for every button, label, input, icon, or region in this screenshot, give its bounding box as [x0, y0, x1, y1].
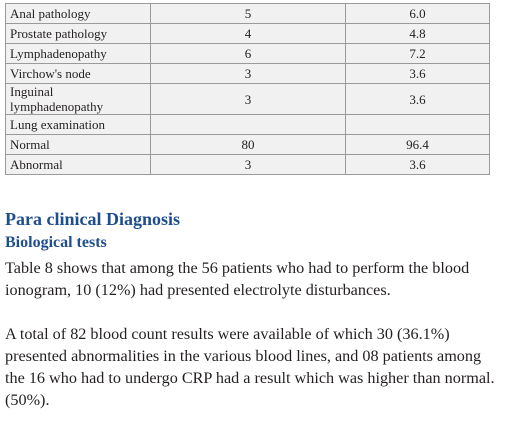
- table-cell: Inguinal lymphadenopathy: [5, 83, 151, 115]
- section-subheading: Biological tests: [5, 234, 107, 251]
- paragraphs: Table 8 shows that among the 56 patients…: [5, 257, 495, 433]
- table-row: Virchow's node 3 3.6: [5, 63, 490, 84]
- table-cell: 3: [150, 83, 346, 115]
- table-cell: 6: [150, 43, 346, 64]
- data-table: Anal pathology 5 6.0 Prostate pathology 4 4.8…: [5, 3, 490, 175]
- table-cell: [150, 114, 346, 135]
- table-row: Abnormal 3 3.6: [5, 154, 490, 175]
- table-row: Lymphadenopathy 6 7.2: [5, 43, 490, 64]
- table-cell: 3.6: [345, 63, 490, 84]
- paragraph: A total of 82 blood count results were a…: [5, 325, 495, 409]
- paragraph: Table 8 shows that among the 56 patients…: [5, 259, 470, 299]
- table-cell: 4: [150, 23, 346, 44]
- table-cell: 3: [150, 154, 346, 175]
- table-cell: 3: [150, 63, 346, 84]
- table-cell: Normal: [5, 134, 151, 155]
- section-heading: Para clinical Diagnosis: [5, 209, 180, 229]
- table-row: Inguinal lymphadenopathy 3 3.6: [5, 83, 490, 115]
- table-cell: Abnormal: [5, 154, 151, 175]
- table-cell: Lymphadenopathy: [5, 43, 151, 64]
- table-row: Lung examination: [5, 114, 490, 135]
- table-cell: 80: [150, 134, 346, 155]
- table-cell: Virchow's node: [5, 63, 151, 84]
- table-cell: Lung examination: [5, 114, 151, 135]
- table-cell: 4.8: [345, 23, 490, 44]
- table-cell: 6.0: [345, 3, 490, 24]
- table-cell: 3.6: [345, 83, 490, 115]
- table-cell: 96.4: [345, 134, 490, 155]
- table-cell: 3.6: [345, 154, 490, 175]
- table-cell: Prostate pathology: [5, 23, 151, 44]
- table-cell: [345, 114, 490, 135]
- table-row: Prostate pathology 4 4.8: [5, 23, 490, 44]
- table-row: Normal 80 96.4: [5, 134, 490, 155]
- table-cell: 5: [150, 3, 346, 24]
- table-row: Anal pathology 5 6.0: [5, 3, 490, 24]
- table-cell: 7.2: [345, 43, 490, 64]
- table-cell: Anal pathology: [5, 3, 151, 24]
